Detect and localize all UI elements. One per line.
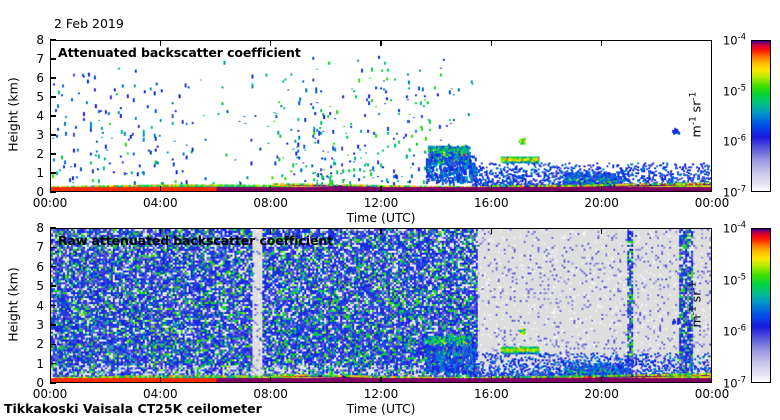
xtick-label: 00:00 — [32, 387, 68, 401]
ytick-label: 5 — [36, 90, 44, 104]
xtick-mark — [270, 186, 272, 192]
xtick-mark — [159, 377, 161, 383]
ytick-mark — [50, 324, 56, 326]
xtick-mark-top — [270, 228, 272, 234]
xtick-label: 00:00 — [32, 196, 68, 210]
x-axis-title: Time (UTC) — [346, 210, 416, 225]
colorbar-tick-label: 10-4 — [722, 220, 746, 236]
panel-raw-attenuated-backscatter: Raw attenuated backscatter coefficient — [50, 228, 712, 383]
ytick-mark — [50, 172, 56, 174]
ytick-mark — [50, 58, 56, 60]
panel-title-raw: Raw attenuated backscatter coefficient — [58, 233, 334, 248]
colorbar-unit-label: m-1 sr-1 — [688, 281, 704, 327]
ytick-mark — [50, 266, 56, 268]
panel-attenuated-backscatter: Attenuated backscatter coefficient — [50, 40, 712, 192]
xtick-label: 16:00 — [474, 196, 509, 210]
ytick-label: 1 — [36, 166, 44, 180]
ytick-label: 3 — [36, 128, 44, 142]
colorbar-top — [751, 40, 771, 192]
xtick-label: 08:00 — [253, 387, 288, 401]
xtick-mark-top — [601, 40, 603, 46]
footer-caption: Tikkakoski Vaisala CT25K ceilometer — [4, 401, 262, 416]
ytick-label: 0 — [36, 376, 44, 390]
ytick-mark — [50, 153, 56, 155]
ytick-mark — [50, 362, 56, 365]
ytick-label: 1 — [36, 356, 44, 371]
xtick-label: 12:00 — [363, 387, 399, 401]
ytick-mark — [50, 77, 56, 79]
ytick-mark — [50, 382, 56, 384]
xtick-mark-top — [270, 40, 272, 46]
xtick-mark — [380, 377, 382, 383]
xtick-mark — [490, 186, 492, 192]
ytick-mark — [50, 115, 56, 117]
xtick-label: 16:00 — [474, 387, 509, 401]
xtick-label: 04:00 — [143, 387, 178, 401]
xtick-mark — [159, 186, 161, 192]
xtick-mark-top — [159, 228, 161, 234]
xtick-label: 00:00 — [694, 387, 730, 401]
attenuated-backscatter-heatmap — [51, 41, 711, 191]
x-axis-title: Time (UTC) — [346, 401, 416, 416]
colorbar-bottom — [751, 228, 771, 383]
ytick-label: 7 — [36, 52, 44, 66]
xtick-label: 20:00 — [584, 387, 619, 401]
ytick-label: 6 — [36, 71, 44, 85]
xtick-mark-top — [490, 228, 492, 234]
xtick-label: 04:00 — [143, 196, 178, 210]
xtick-mark — [380, 186, 382, 192]
xtick-mark — [270, 377, 272, 383]
ytick-label: 0 — [36, 185, 44, 199]
ytick-mark — [50, 304, 56, 307]
xtick-label: 12:00 — [363, 196, 399, 210]
ytick-label: 8 — [36, 33, 44, 47]
ytick-label: 8 — [36, 221, 44, 235]
xtick-mark — [601, 186, 603, 192]
date-label: 2 Feb 2019 — [54, 16, 124, 31]
xtick-label: 20:00 — [584, 196, 619, 210]
xtick-label: 00:00 — [694, 196, 730, 210]
ytick-mark — [50, 227, 56, 229]
ytick-label: 7 — [36, 240, 44, 255]
colorbar-tick-label: 10-7 — [722, 184, 746, 200]
ytick-mark — [50, 246, 56, 249]
xtick-mark-top — [159, 40, 161, 46]
ytick-mark — [50, 96, 56, 98]
raw-attenuated-backscatter-heatmap — [51, 229, 711, 382]
ytick-label: 4 — [36, 109, 44, 123]
xtick-mark-top — [380, 40, 382, 46]
ytick-label: 5 — [36, 279, 44, 294]
colorbar-tick-label: 10-7 — [722, 375, 746, 391]
colorbar-tick-label: 10-6 — [722, 133, 746, 149]
ytick-label: 4 — [36, 298, 44, 313]
y-axis-title: Height (km) — [5, 77, 21, 152]
xtick-label: 08:00 — [253, 196, 288, 210]
xtick-mark-top — [490, 40, 492, 46]
xtick-mark-top — [601, 228, 603, 234]
ytick-mark — [50, 343, 56, 345]
xtick-mark — [490, 377, 492, 383]
xtick-mark — [601, 377, 603, 383]
ytick-label: 6 — [36, 259, 44, 274]
ytick-label: 2 — [36, 147, 44, 161]
colorbar-unit-label: m-1 sr-1 — [688, 91, 704, 138]
y-axis-title: Height (km) — [5, 266, 21, 342]
ytick-mark — [50, 39, 56, 41]
ytick-mark — [50, 134, 56, 136]
ytick-mark — [50, 285, 56, 287]
colorbar-tick-label: 10-5 — [722, 272, 746, 288]
colorbar-tick-label: 10-4 — [722, 32, 746, 48]
ytick-label: 3 — [36, 317, 44, 332]
xtick-mark-top — [380, 228, 382, 234]
ytick-label: 2 — [36, 337, 44, 352]
colorbar-tick-label: 10-5 — [722, 83, 746, 99]
panel-title-attenuated: Attenuated backscatter coefficient — [58, 45, 301, 60]
ytick-mark — [50, 191, 56, 193]
colorbar-tick-label: 10-6 — [722, 323, 746, 339]
